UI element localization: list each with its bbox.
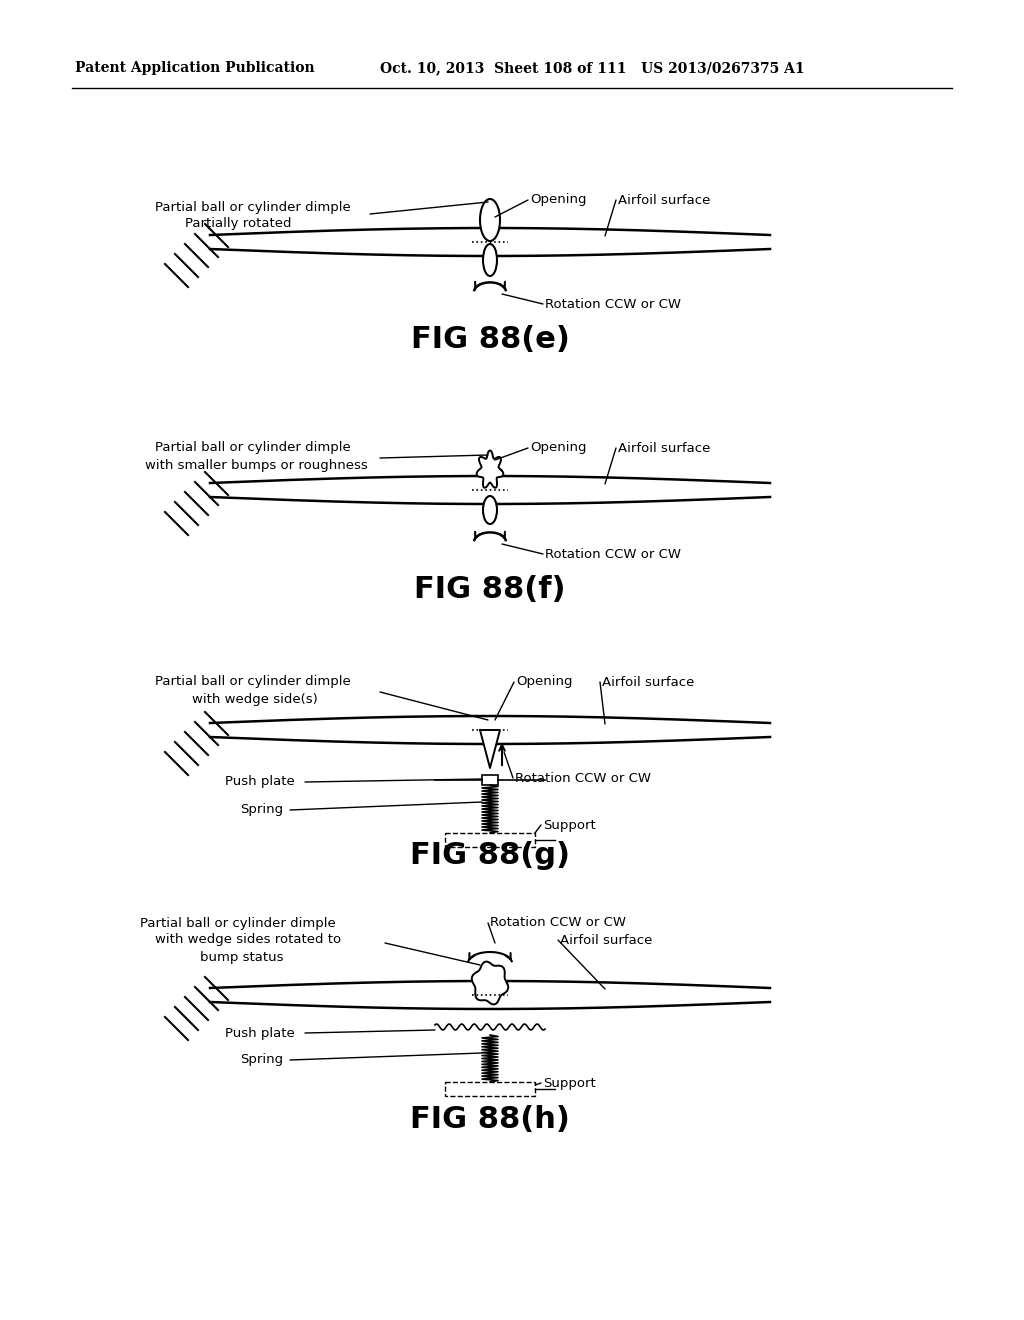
Text: Airfoil surface: Airfoil surface <box>618 441 711 454</box>
Ellipse shape <box>483 496 497 524</box>
Text: Opening: Opening <box>530 194 587 206</box>
Ellipse shape <box>480 199 500 242</box>
Text: Spring: Spring <box>240 1053 283 1067</box>
Text: Opening: Opening <box>516 676 572 689</box>
Text: Spring: Spring <box>240 804 283 817</box>
Text: Patent Application Publication: Patent Application Publication <box>75 61 314 75</box>
Bar <box>445 1082 535 1096</box>
Text: with wedge sides rotated to: with wedge sides rotated to <box>155 933 341 946</box>
Text: Partial ball or cylinder dimple: Partial ball or cylinder dimple <box>155 676 351 689</box>
Text: Opening: Opening <box>530 441 587 454</box>
Text: Partial ball or cylinder dimple: Partial ball or cylinder dimple <box>140 916 336 929</box>
Text: with smaller bumps or roughness: with smaller bumps or roughness <box>145 458 368 471</box>
Text: FIG 88(f): FIG 88(f) <box>415 576 565 605</box>
Text: Partially rotated: Partially rotated <box>185 218 292 231</box>
Text: Support: Support <box>543 1077 596 1089</box>
Text: Partial ball or cylinder dimple: Partial ball or cylinder dimple <box>155 441 351 454</box>
Polygon shape <box>480 730 500 768</box>
Text: Rotation CCW or CW: Rotation CCW or CW <box>515 771 651 784</box>
Text: Push plate: Push plate <box>225 776 295 788</box>
Text: Airfoil surface: Airfoil surface <box>560 933 652 946</box>
Text: Partial ball or cylinder dimple: Partial ball or cylinder dimple <box>155 201 351 214</box>
Text: with wedge side(s): with wedge side(s) <box>193 693 317 705</box>
Text: Rotation CCW or CW: Rotation CCW or CW <box>545 548 681 561</box>
Text: Airfoil surface: Airfoil surface <box>618 194 711 206</box>
Text: bump status: bump status <box>200 950 284 964</box>
Text: Rotation CCW or CW: Rotation CCW or CW <box>545 297 681 310</box>
Text: Support: Support <box>543 818 596 832</box>
Bar <box>445 833 535 847</box>
Text: Airfoil surface: Airfoil surface <box>602 676 694 689</box>
Polygon shape <box>472 961 508 1005</box>
Bar <box>482 775 498 785</box>
Text: Oct. 10, 2013  Sheet 108 of 111   US 2013/0267375 A1: Oct. 10, 2013 Sheet 108 of 111 US 2013/0… <box>380 61 805 75</box>
Text: Push plate: Push plate <box>225 1027 295 1040</box>
Polygon shape <box>476 450 504 488</box>
Ellipse shape <box>483 244 497 276</box>
Text: FIG 88(g): FIG 88(g) <box>410 841 570 870</box>
Text: FIG 88(h): FIG 88(h) <box>410 1106 570 1134</box>
Text: FIG 88(e): FIG 88(e) <box>411 326 569 355</box>
Text: Rotation CCW or CW: Rotation CCW or CW <box>490 916 626 929</box>
